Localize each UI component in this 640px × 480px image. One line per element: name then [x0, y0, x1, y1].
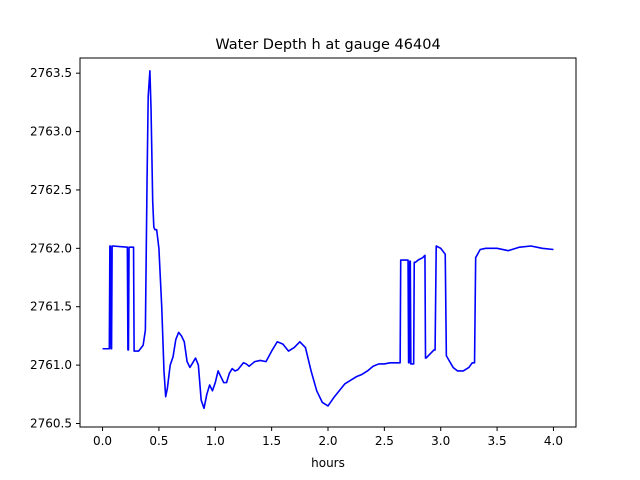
chart-title: Water Depth h at gauge 46404	[215, 37, 440, 53]
x-tick-label: 3.0	[431, 434, 450, 448]
x-tick-label: 0.0	[93, 434, 112, 448]
y-tick-label: 2762.0	[30, 241, 72, 255]
series-line-0	[102, 70, 554, 410]
y-tick-label: 2760.5	[30, 416, 72, 430]
x-tick-label: 2.0	[318, 434, 337, 448]
x-tick-label: 0.5	[149, 434, 168, 448]
y-tick-label: 2762.5	[30, 183, 72, 197]
x-tick-label: 1.5	[262, 434, 281, 448]
y-tick-label: 2763.0	[30, 125, 72, 139]
x-axis: 0.0 0.5 1.0 1.5 2.0 2.5 3.0 3.5 4.0	[93, 427, 563, 448]
y-axis: 2760.5 2761.0 2761.5 2762.0 2762.5 2763.0 2763…	[30, 66, 80, 430]
x-axis-label: hours	[311, 456, 345, 470]
y-tick-label: 2763.5	[30, 66, 72, 80]
x-tick-label: 1.0	[206, 434, 225, 448]
y-tick-label: 2761.0	[30, 358, 72, 372]
x-tick-label: 2.5	[375, 434, 394, 448]
x-tick-label: 3.5	[488, 434, 507, 448]
y-tick-label: 2761.5	[30, 300, 72, 314]
x-tick-label: 4.0	[544, 434, 563, 448]
